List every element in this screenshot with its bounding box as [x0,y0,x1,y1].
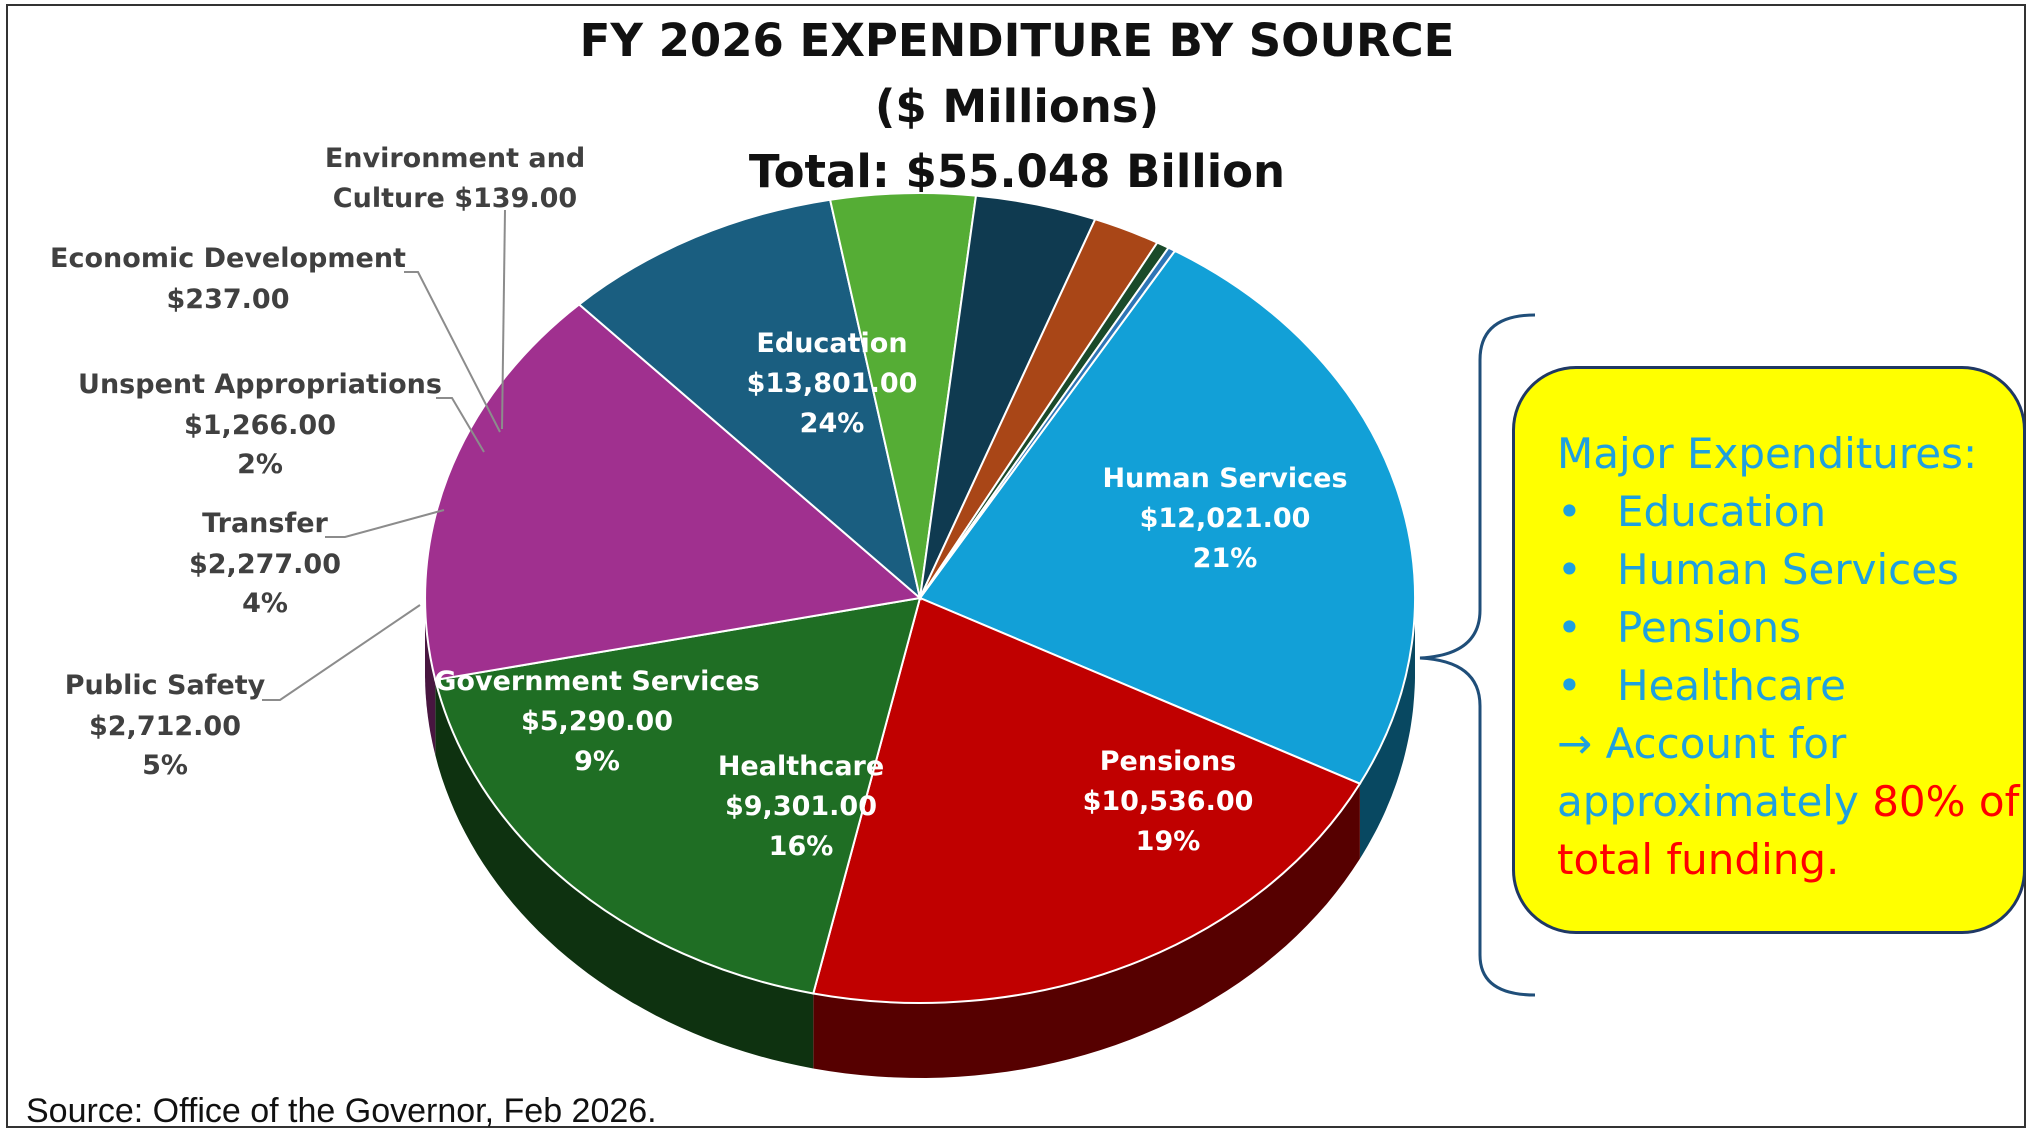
data-label-value-unspent-appropriations: $1,266.00 [184,410,336,441]
data-label-percent-education: 24% [800,408,865,439]
pie-side-human-services [813,783,1360,1078]
leader-line-public-safety [262,604,421,701]
data-label-value-human-services: $12,021.00 [1140,503,1311,534]
data-label-name-unspent-appropriations: Unspent Appropriations [78,369,442,400]
data-label-pct-unspent-appropriations: 2% [237,449,283,480]
callout-summary: → Account for approximately 80% of total… [1557,715,2023,889]
data-label-percent-government-services: 9% [574,746,620,777]
callout-summary-text: Account for approximately [1557,719,1859,826]
leader-line-unspent-appropriations [436,397,485,453]
data-label-value-government-services: $5,290.00 [521,706,673,737]
data-label-name-human-services: Human Services [1102,463,1347,494]
data-label-pct-public-safety: 5% [142,750,188,781]
curly-bracket [1419,313,1536,997]
pie-slice-healthcare [424,303,923,682]
data-label-name-government-services: Government Services [434,666,759,697]
major-expenditures-callout: Major Expenditures: Education Human Serv… [1512,366,2026,934]
data-label-name-education: Education [756,328,907,359]
data-label-name-environment-and-culture: Environment and [325,143,585,174]
pie-slice-government-services [577,198,922,601]
leader-line-transfer [325,509,445,538]
callout-item: Pensions [1557,599,2023,657]
callout-item: Healthcare [1557,657,2023,715]
data-label-value-pensions: $10,536.00 [1083,786,1254,817]
callout-heading: Major Expenditures: [1557,429,1978,478]
pie-slice-pensions [434,596,922,995]
data-label-value-transfer: $2,277.00 [189,549,341,580]
data-label-value-education: $13,801.00 [747,368,918,399]
leader-line-economic-development [404,271,501,433]
chart-total: Total: $55.048 Billion [748,145,1286,198]
callout-item: Human Services [1557,541,2023,599]
data-label-value-healthcare: $9,301.00 [725,791,877,822]
chart-title: FY 2026 EXPENDITURE BY SOURCE [579,14,1455,67]
pie-side-healthcare [425,598,436,755]
pie-slice-education [918,249,1417,785]
data-label-name-transfer: Transfer [202,508,328,539]
data-label-name-healthcare: Healthcare [718,751,884,782]
data-label-percent-pensions: 19% [1136,826,1201,857]
data-label-name-pensions: Pensions [1100,746,1237,777]
pie-side-pensions [435,680,814,1069]
data-label-percent-healthcare: 16% [769,831,834,862]
data-label-value-public-safety: $2,712.00 [89,711,241,742]
callout-item: Education [1557,483,2023,541]
source-note: Source: Office of the Governor, Feb 2026… [26,1092,657,1130]
data-label-percent-human-services: 21% [1193,543,1258,574]
pie-side-walls [425,598,1415,1078]
leader-line-environment-and-culture [501,209,506,430]
chart-subtitle: ($ Millions) [874,80,1160,133]
data-label-value-economic-development: $237.00 [167,284,290,315]
pie-slice-environment-and-culture [919,246,1177,599]
pie-slice-human-services [812,596,1362,1005]
arrow-icon: → [1557,719,1593,768]
data-label-name-public-safety: Public Safety [65,670,266,701]
data-label-value-environment-and-culture: Culture $139.00 [333,183,577,214]
callout-highlight: 80% of total funding. [1557,777,2020,884]
data-label-name-economic-development: Economic Development [50,243,406,274]
data-label-pct-transfer: 4% [242,588,288,619]
pie-side-education [1359,598,1415,859]
